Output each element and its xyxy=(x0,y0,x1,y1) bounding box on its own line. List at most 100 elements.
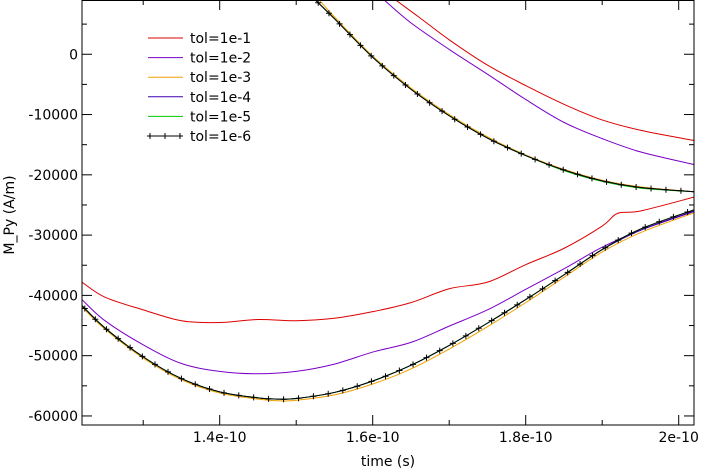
series-line-lower xyxy=(82,212,694,402)
series-marker xyxy=(221,389,228,396)
series-marker xyxy=(325,390,332,397)
y-tick-label: -30000 xyxy=(28,228,78,244)
plot-frame xyxy=(81,0,695,426)
series-line-lower xyxy=(82,211,694,375)
series-line-upper xyxy=(395,0,694,141)
series-marker xyxy=(339,387,346,394)
series-marker xyxy=(633,183,640,190)
series-marker xyxy=(423,354,430,361)
series-marker xyxy=(192,381,199,388)
series-line-upper xyxy=(383,0,694,166)
series-marker xyxy=(139,353,146,360)
series-marker xyxy=(92,316,99,323)
series-marker xyxy=(462,332,469,339)
y-tick-label: -60000 xyxy=(28,409,78,425)
y-tick-label: 0 xyxy=(69,47,78,63)
series-marker xyxy=(396,367,403,374)
series-marker xyxy=(564,269,571,276)
series-marker xyxy=(603,178,610,185)
series-marker xyxy=(464,123,471,130)
legend: tol=1e-1 tol=1e-2 tol=1e-3 tol=1e-4 tol=1e-5… xyxy=(142,21,266,147)
series-marker xyxy=(165,368,172,375)
series-marker xyxy=(265,395,272,402)
series-marker xyxy=(662,186,669,193)
series-6 xyxy=(82,0,694,403)
series-marker xyxy=(127,344,134,351)
legend-entry: tol=1e-3 xyxy=(148,70,251,86)
series-marker xyxy=(152,361,159,368)
series-marker xyxy=(532,156,539,163)
series-marker xyxy=(648,185,655,192)
series-marker xyxy=(475,325,482,332)
series-marker xyxy=(368,378,375,385)
series-marker xyxy=(295,395,302,402)
series-marker xyxy=(546,161,553,168)
series-marker xyxy=(501,309,508,316)
series-marker xyxy=(410,361,417,368)
series-marker xyxy=(589,252,596,259)
series-marker xyxy=(82,305,88,312)
series-marker xyxy=(670,213,677,220)
x-tick-label: 2e-10 xyxy=(659,430,699,446)
series-marker xyxy=(206,386,213,393)
legend-marker xyxy=(177,133,183,139)
series-marker xyxy=(488,317,495,324)
series-marker xyxy=(357,42,364,49)
y-tick-label: -10000 xyxy=(28,108,78,124)
legend-background xyxy=(142,21,266,147)
series-marker xyxy=(526,293,533,300)
legend-label: tol=1e-1 xyxy=(190,31,251,47)
series-marker xyxy=(368,52,375,59)
series-marker xyxy=(379,62,386,69)
series-marker xyxy=(390,72,397,79)
x-axis-title: time (s) xyxy=(361,454,415,470)
series-2 xyxy=(82,0,694,375)
x-tick-label: 1.6e-10 xyxy=(346,430,400,446)
series-marker xyxy=(178,375,185,382)
legend-label: tol=1e-6 xyxy=(190,129,251,145)
series-marker xyxy=(642,224,649,231)
x-tick-label: 1.8e-10 xyxy=(499,430,553,446)
series-marker xyxy=(451,116,458,123)
series-layer xyxy=(82,0,694,403)
series-marker xyxy=(382,373,389,380)
series-marker xyxy=(490,138,497,145)
series-marker xyxy=(504,144,511,151)
series-marker xyxy=(115,335,122,342)
legend-entry: tol=1e-5 xyxy=(148,109,251,125)
series-marker xyxy=(346,31,353,38)
series-marker xyxy=(656,218,663,225)
series-marker xyxy=(677,187,684,194)
series-marker xyxy=(518,150,525,157)
series-marker xyxy=(684,209,691,216)
series-marker xyxy=(414,91,421,98)
series-marker xyxy=(560,166,567,173)
axes-layer: 1.4e-10 1.6e-10 1.8e-10 2e-10 0 -10000 -20000 -… xyxy=(28,0,699,446)
legend-entry: tol=1e-4 xyxy=(148,90,251,106)
series-marker xyxy=(436,347,443,354)
series-1 xyxy=(82,0,694,324)
legend-entry: tol=1e-1 xyxy=(148,31,251,47)
series-marker xyxy=(539,285,546,292)
legend-label: tol=1e-5 xyxy=(190,109,251,125)
y-tick-label: -40000 xyxy=(28,288,78,304)
series-marker xyxy=(336,20,343,27)
legend-label: tol=1e-3 xyxy=(190,70,251,86)
series-marker xyxy=(574,171,581,178)
series-marker xyxy=(602,244,609,251)
series-marker xyxy=(280,396,287,403)
series-marker xyxy=(449,340,456,347)
series-marker xyxy=(354,383,361,390)
series-marker xyxy=(552,277,559,284)
series-marker xyxy=(628,230,635,237)
series-marker xyxy=(439,108,446,115)
series-marker xyxy=(402,81,409,88)
series-marker xyxy=(103,326,110,333)
series-line-upper xyxy=(314,0,694,193)
series-marker xyxy=(235,392,242,399)
series-marker xyxy=(615,237,622,244)
series-marker xyxy=(310,393,317,400)
legend-label: tol=1e-2 xyxy=(190,51,251,67)
